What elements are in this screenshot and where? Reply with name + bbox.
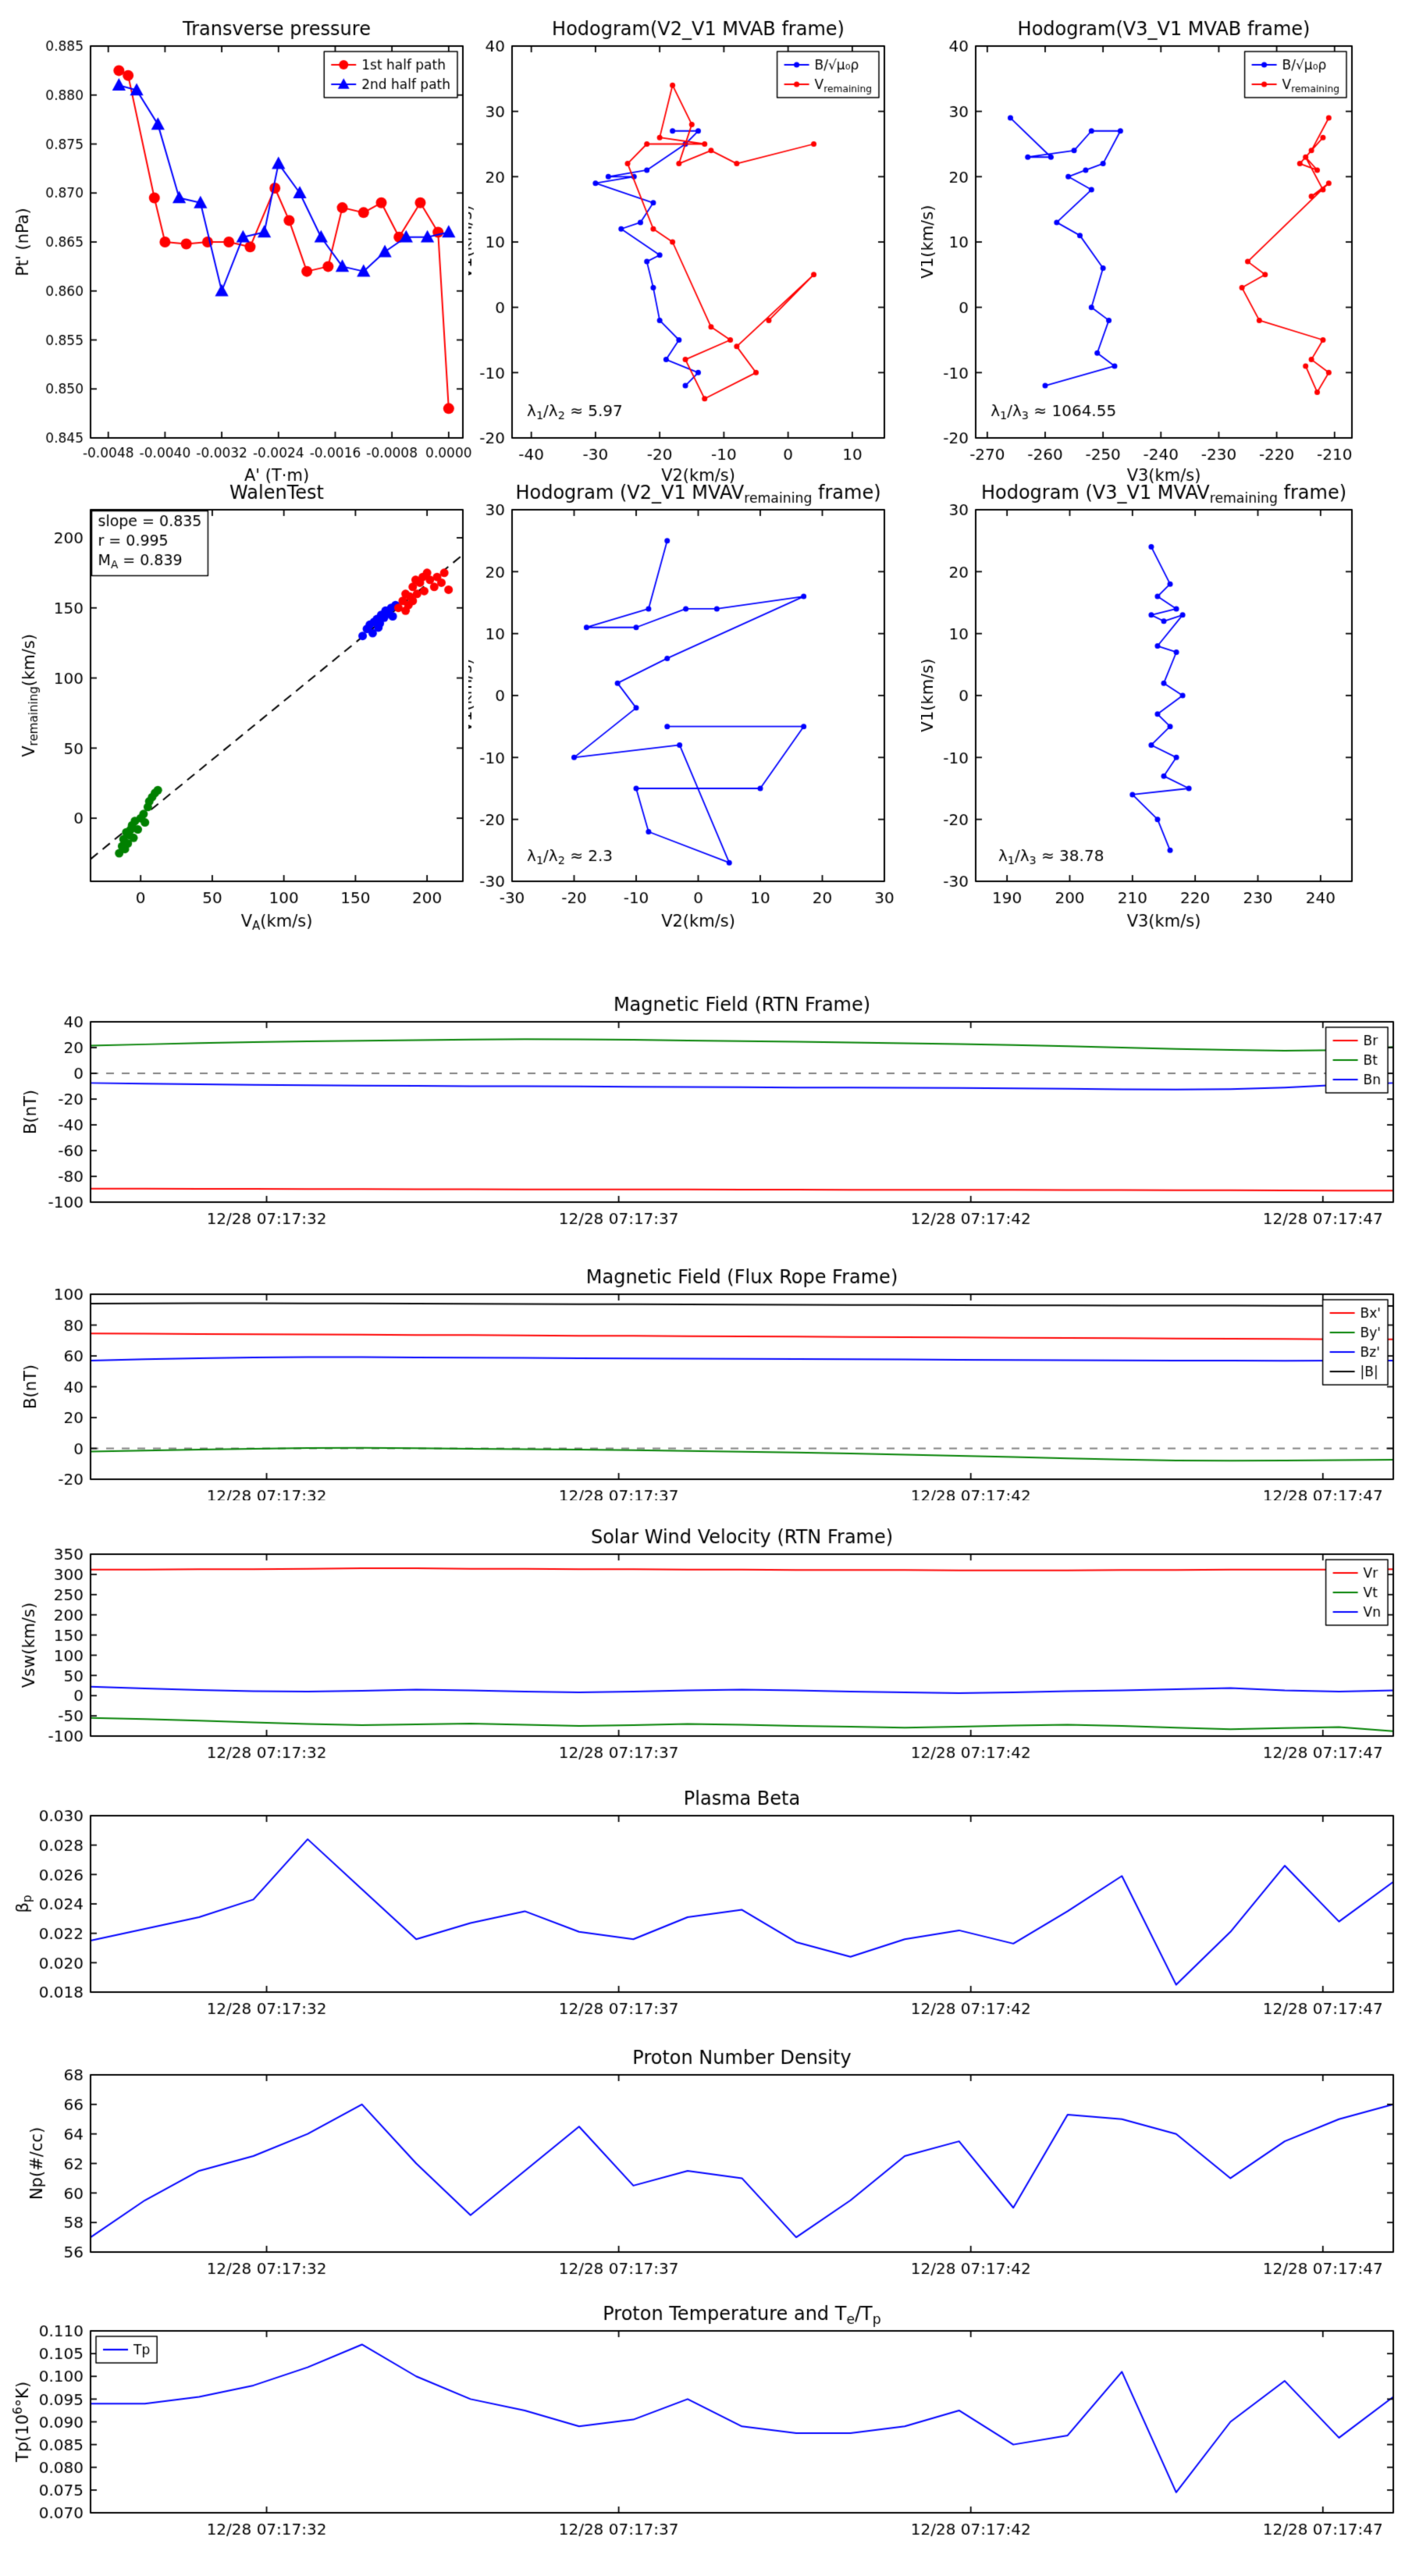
transverse-pressure-chart bbox=[0, 0, 500, 507]
walen-test-chart bbox=[0, 480, 500, 933]
magnetic-field-rtn-chart bbox=[0, 968, 1405, 1240]
hodogram-v2v1-mvav-chart bbox=[468, 480, 952, 933]
hodogram-v3v1-mvav-chart bbox=[921, 480, 1405, 933]
proton-number-density-chart bbox=[0, 2021, 1405, 2279]
proton-temperature-chart bbox=[0, 2279, 1405, 2576]
magnetic-field-fluxrope-chart bbox=[0, 1240, 1405, 1500]
plasma-beta-chart bbox=[0, 1762, 1405, 2021]
hodogram-v3v1-mvab-chart bbox=[921, 0, 1405, 507]
solar-wind-velocity-chart bbox=[0, 1500, 1405, 1762]
hodogram-v2v1-mvab-chart bbox=[468, 0, 952, 507]
